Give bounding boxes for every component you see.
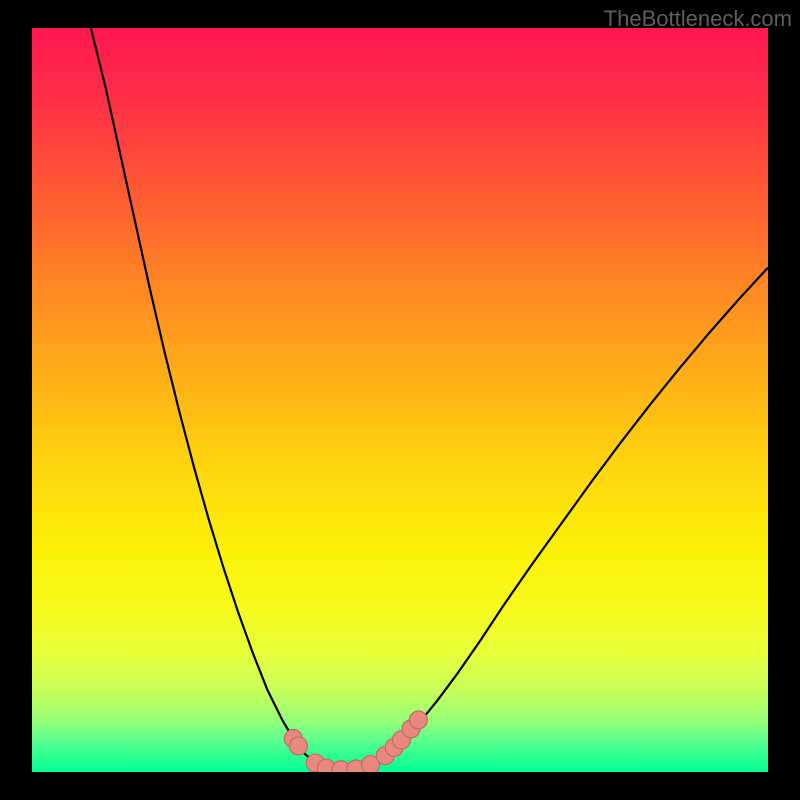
data-marker [409, 711, 427, 729]
chart-frame: TheBottleneck.com [0, 0, 800, 800]
plot-background [32, 28, 768, 772]
watermark-text: TheBottleneck.com [604, 6, 792, 32]
bottleneck-chart [0, 0, 800, 800]
data-marker [289, 737, 307, 755]
